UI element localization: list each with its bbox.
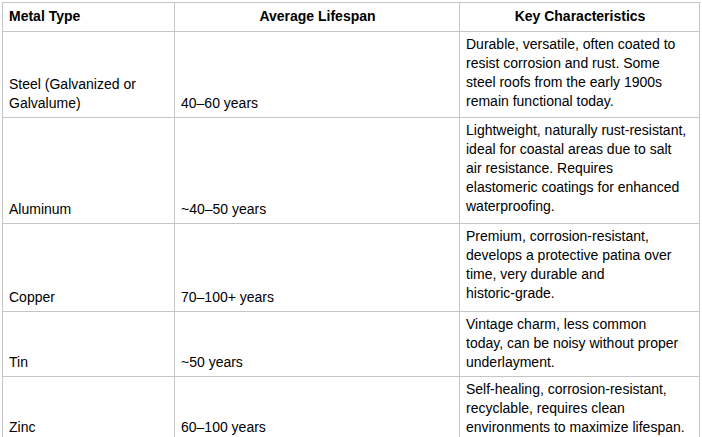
table-row-copper: Copper 70–100+ years Premium, corrosion-… [3,224,700,312]
metal-type-cell: Tin [3,312,175,377]
table-row-tin: Tin ~50 years Vintage charm, less common… [3,312,700,377]
header-row: Metal Type Average Lifespan Key Characte… [3,3,700,32]
characteristics-cell: Lightweight, naturally rust-resistant, i… [460,118,700,224]
table-row-steel: Steel (Galvanized or Galvalume) 40–60 ye… [3,32,700,118]
column-header-metal-type: Metal Type [3,3,175,32]
lifespan-cell: 70–100+ years [175,224,460,312]
table-header: Metal Type Average Lifespan Key Characte… [3,3,700,32]
column-header-key-characteristics: Key Characteristics [460,3,700,32]
characteristics-cell: Vintage charm, less common today, can be… [460,312,700,377]
metal-type-cell: Steel (Galvanized or Galvalume) [3,32,175,118]
metal-roofing-table: Metal Type Average Lifespan Key Characte… [2,2,700,437]
metal-type-cell: Zinc [3,377,175,437]
lifespan-cell: ~50 years [175,312,460,377]
metal-type-cell: Copper [3,224,175,312]
table-body: Steel (Galvanized or Galvalume) 40–60 ye… [3,32,700,437]
lifespan-cell: 60–100 years [175,377,460,437]
lifespan-cell: 40–60 years [175,32,460,118]
characteristics-cell: Self-healing, corrosion-resistant, recyc… [460,377,700,437]
lifespan-cell: ~40–50 years [175,118,460,224]
characteristics-cell: Premium, corrosion-resistant, develops a… [460,224,700,312]
table-row-zinc: Zinc 60–100 years Self-healing, corrosio… [3,377,700,437]
column-header-average-lifespan: Average Lifespan [175,3,460,32]
characteristics-cell: Durable, versatile, often coated to resi… [460,32,700,118]
table-row-aluminum: Aluminum ~40–50 years Lightweight, natur… [3,118,700,224]
metal-type-cell: Aluminum [3,118,175,224]
